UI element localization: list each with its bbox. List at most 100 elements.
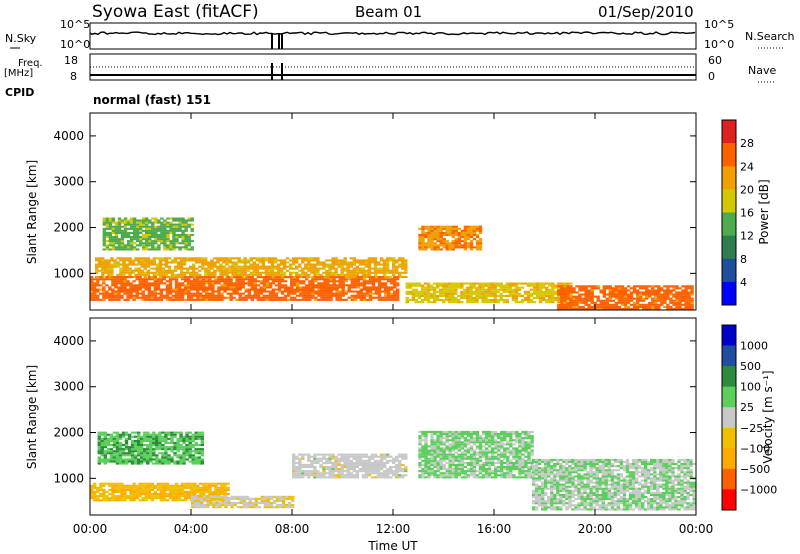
velocity-cell xyxy=(190,488,194,491)
power-cell xyxy=(114,227,119,230)
velocity-cell xyxy=(159,488,164,491)
power-cell xyxy=(472,299,476,302)
power-cell xyxy=(299,298,303,301)
velocity-cell xyxy=(379,463,384,466)
velocity-cell xyxy=(506,441,510,444)
velocity-cell xyxy=(521,439,525,442)
power-cell xyxy=(198,269,202,272)
power-cell xyxy=(380,282,385,285)
power-cell xyxy=(638,293,643,296)
velocity-cell xyxy=(463,433,468,436)
power-cell xyxy=(105,290,109,293)
power-cell xyxy=(684,285,688,288)
power-cell xyxy=(361,261,366,264)
velocity-cell xyxy=(288,501,292,504)
power-cell xyxy=(259,292,264,295)
velocity-cell xyxy=(442,455,446,458)
power-cell xyxy=(408,299,413,302)
velocity-cell xyxy=(484,430,489,433)
velocity-cell xyxy=(191,495,195,498)
power-cell xyxy=(472,238,477,241)
power-cell xyxy=(520,282,525,285)
power-cell xyxy=(244,290,248,293)
velocity-cell xyxy=(117,499,121,502)
power-cell xyxy=(149,259,153,262)
velocity-cell xyxy=(248,506,252,509)
power-cell xyxy=(237,269,241,272)
velocity-cell xyxy=(307,466,311,469)
power-cell xyxy=(141,298,145,301)
velocity-cell xyxy=(102,490,106,493)
velocity-cell xyxy=(331,476,335,479)
power-cell xyxy=(326,288,330,291)
velocity-cell xyxy=(457,457,461,460)
power-cell xyxy=(445,233,449,236)
power-cell xyxy=(107,259,111,262)
power-cell xyxy=(123,282,127,285)
velocity-cell xyxy=(349,459,353,462)
velocity-cell xyxy=(123,486,127,489)
power-cell xyxy=(355,269,359,272)
velocity-cell xyxy=(346,455,350,458)
velocity-cell xyxy=(177,484,182,487)
power-cell xyxy=(322,267,326,270)
power-cell xyxy=(102,294,106,297)
power-cell xyxy=(241,278,245,281)
power-cell xyxy=(328,269,332,272)
power-cell xyxy=(414,284,419,287)
velocity-cell xyxy=(221,501,225,504)
power-colorbar-segment xyxy=(722,189,736,213)
power-cell xyxy=(183,292,188,295)
power-cell xyxy=(563,301,567,304)
power-cell xyxy=(424,242,428,245)
power-cell xyxy=(113,261,117,264)
velocity-cell xyxy=(174,482,179,485)
velocity-cell xyxy=(358,453,363,456)
velocity-cell xyxy=(99,488,103,491)
power-cell xyxy=(163,236,167,239)
power-cell xyxy=(349,273,353,276)
power-cell xyxy=(334,273,338,276)
power-cell xyxy=(172,244,176,247)
velocity-cell xyxy=(421,430,425,433)
velocity-cell xyxy=(530,445,534,448)
velocity-cell xyxy=(102,484,106,487)
velocity-cell xyxy=(527,466,531,469)
power-cell xyxy=(290,284,294,287)
velocity-cell xyxy=(478,463,483,466)
power-cell xyxy=(379,259,384,262)
power-cell xyxy=(687,297,691,300)
power-cell xyxy=(334,267,338,270)
velocity-cell xyxy=(491,447,495,450)
velocity-cell xyxy=(284,506,289,509)
power-cell xyxy=(690,291,694,294)
power-cell xyxy=(149,267,153,270)
power-cell xyxy=(638,303,643,306)
velocity-cell xyxy=(217,493,221,496)
velocity-cell xyxy=(521,459,525,462)
power-cell xyxy=(138,286,142,289)
velocity-cell xyxy=(506,451,510,454)
power-cell xyxy=(119,273,123,276)
power-cell xyxy=(329,296,333,299)
velocity-cell xyxy=(401,463,405,466)
power-cell xyxy=(161,271,166,274)
velocity-cell xyxy=(224,506,228,509)
power-cell xyxy=(213,275,217,278)
power-cell xyxy=(246,259,250,262)
power-cell xyxy=(123,284,127,287)
power-cell xyxy=(160,229,164,232)
power-cell xyxy=(469,286,473,289)
power-cell xyxy=(392,269,396,272)
power-cell xyxy=(672,307,676,310)
velocity-cell xyxy=(442,466,446,469)
power-cell xyxy=(114,229,119,232)
power-cell xyxy=(168,298,173,301)
power-cell xyxy=(608,303,612,306)
power-cell xyxy=(551,299,555,302)
velocity-cell xyxy=(138,486,142,489)
power-cell xyxy=(190,229,194,232)
power-cell xyxy=(344,284,348,287)
power-cell xyxy=(247,280,251,283)
